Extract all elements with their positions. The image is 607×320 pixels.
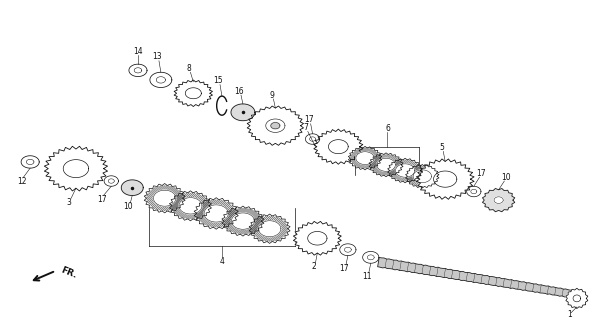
Polygon shape (271, 123, 280, 129)
Text: 17: 17 (339, 264, 349, 273)
Polygon shape (566, 288, 588, 308)
Polygon shape (231, 104, 255, 121)
Polygon shape (259, 221, 281, 237)
Polygon shape (328, 140, 348, 154)
Text: 15: 15 (213, 76, 223, 85)
Polygon shape (390, 160, 421, 181)
Text: 4: 4 (220, 257, 225, 266)
Text: 11: 11 (362, 272, 371, 281)
Polygon shape (350, 148, 380, 168)
Polygon shape (266, 119, 285, 132)
Polygon shape (154, 190, 176, 206)
Polygon shape (156, 77, 166, 83)
Polygon shape (484, 190, 513, 211)
Polygon shape (172, 193, 209, 219)
Polygon shape (413, 170, 432, 183)
Polygon shape (416, 159, 474, 199)
Polygon shape (407, 166, 437, 187)
Polygon shape (247, 106, 304, 145)
Polygon shape (573, 295, 581, 302)
Polygon shape (179, 198, 202, 214)
Text: 1: 1 (567, 310, 572, 319)
Text: 3: 3 (67, 197, 72, 206)
Polygon shape (185, 88, 202, 99)
Polygon shape (377, 158, 395, 171)
Polygon shape (21, 156, 39, 168)
Polygon shape (146, 185, 183, 211)
Polygon shape (471, 189, 477, 194)
Text: 17: 17 (304, 116, 314, 124)
Polygon shape (340, 244, 356, 256)
Text: 7: 7 (304, 123, 308, 132)
Text: 5: 5 (439, 143, 444, 152)
Polygon shape (396, 164, 415, 177)
Polygon shape (362, 252, 379, 263)
Polygon shape (174, 80, 212, 107)
Text: 14: 14 (133, 47, 143, 56)
Polygon shape (293, 221, 341, 255)
Text: 9: 9 (269, 91, 274, 100)
Text: 10: 10 (501, 173, 511, 182)
Polygon shape (134, 68, 142, 73)
Text: 17: 17 (476, 169, 486, 178)
Polygon shape (371, 154, 401, 175)
Text: 6: 6 (385, 124, 390, 133)
Text: 17: 17 (97, 195, 106, 204)
Polygon shape (204, 205, 228, 222)
Polygon shape (197, 200, 236, 227)
Polygon shape (433, 171, 457, 187)
Polygon shape (378, 258, 575, 298)
Polygon shape (121, 180, 143, 196)
Polygon shape (150, 72, 172, 87)
Polygon shape (104, 176, 118, 186)
Polygon shape (231, 213, 254, 229)
Polygon shape (251, 216, 288, 242)
Text: FR.: FR. (59, 265, 78, 280)
Text: 13: 13 (152, 52, 162, 61)
Polygon shape (356, 152, 374, 164)
Polygon shape (63, 160, 89, 178)
Polygon shape (344, 247, 351, 252)
Polygon shape (467, 186, 481, 197)
Polygon shape (225, 208, 262, 234)
Text: 8: 8 (186, 64, 191, 73)
Text: 12: 12 (17, 177, 26, 186)
Polygon shape (314, 129, 363, 164)
Polygon shape (367, 255, 374, 260)
Text: 2: 2 (311, 262, 316, 271)
Polygon shape (129, 64, 147, 76)
Text: 10: 10 (124, 202, 133, 211)
Polygon shape (483, 188, 515, 212)
Polygon shape (44, 146, 107, 191)
Polygon shape (494, 197, 503, 204)
Polygon shape (310, 137, 316, 141)
Polygon shape (308, 231, 327, 245)
Polygon shape (305, 134, 320, 144)
Text: 16: 16 (234, 87, 244, 96)
Polygon shape (26, 159, 34, 164)
Polygon shape (108, 179, 114, 183)
